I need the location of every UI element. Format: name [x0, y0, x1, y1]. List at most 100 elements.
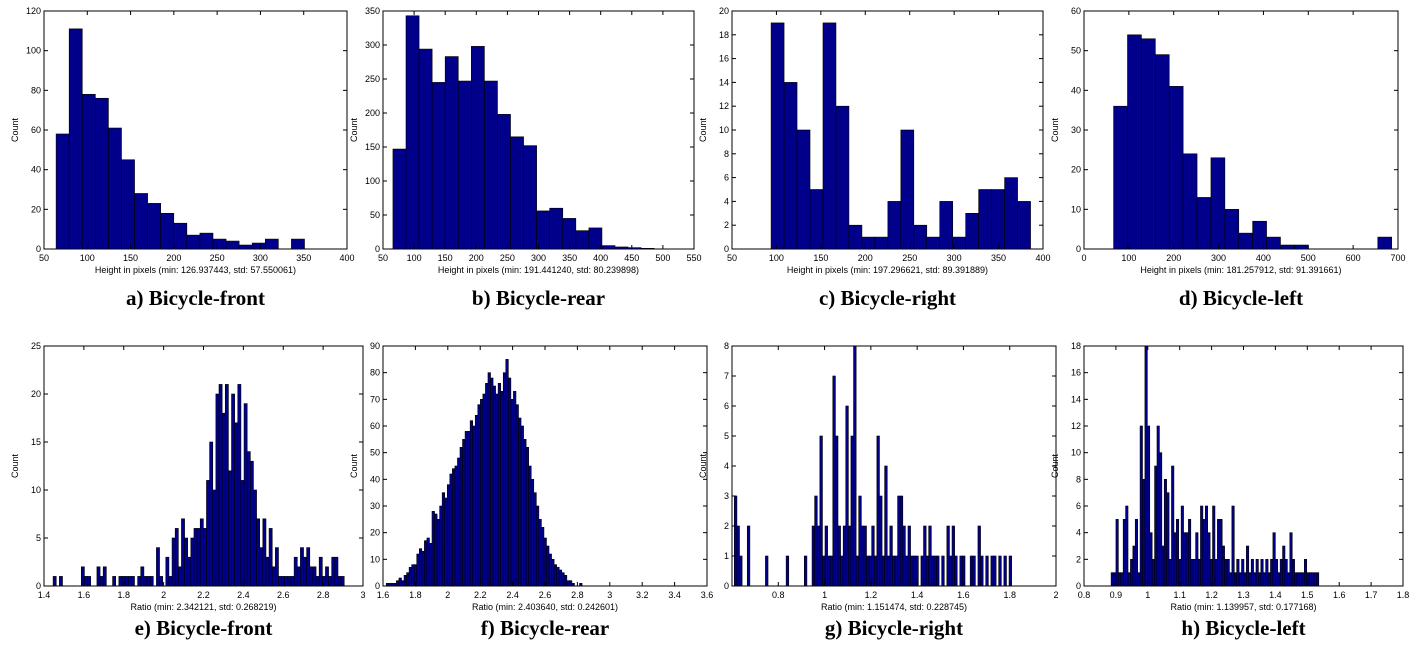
histogram-bar	[340, 576, 345, 587]
histogram-bar	[500, 391, 504, 587]
y-tick-label: 2	[724, 521, 729, 531]
histogram-bar	[969, 555, 974, 587]
histogram-bar	[462, 439, 466, 587]
histogram-bar	[858, 495, 862, 587]
y-tick-label: 0	[1076, 581, 1081, 591]
x-tick-label: 200	[858, 253, 873, 263]
histogram-bar	[887, 201, 902, 250]
histogram-bar	[855, 555, 860, 587]
y-tick-label: 4	[724, 461, 729, 471]
y-tick-label: 6	[724, 173, 729, 183]
histogram-bar	[562, 218, 577, 250]
x-tick-label: 0.8	[1078, 590, 1091, 600]
histogram-bar	[165, 556, 170, 587]
histogram-bar	[1195, 532, 1199, 587]
histogram-bar	[306, 547, 311, 587]
histogram-bar	[998, 555, 1002, 587]
histogram-bar	[181, 518, 185, 587]
y-tick-label: 14	[719, 77, 729, 87]
histogram-bar	[837, 525, 841, 587]
y-tick-label: 0	[1076, 244, 1081, 254]
x-tick-label: 300	[531, 253, 546, 263]
histogram-bar	[563, 575, 568, 587]
histogram-bar	[418, 48, 433, 250]
y-axis-label: Count	[1050, 454, 1060, 479]
histogram-bar	[907, 525, 911, 587]
histogram-bar	[1299, 572, 1303, 587]
histogram-bar	[134, 193, 148, 250]
histogram-bar	[190, 537, 195, 587]
histogram-bar	[1252, 220, 1267, 250]
histogram-bar	[262, 518, 267, 587]
histogram-bar	[1149, 532, 1153, 587]
histogram-bar	[1214, 559, 1218, 587]
histogram-bar	[899, 495, 904, 587]
histogram-bar	[835, 435, 839, 587]
figure-caption: c) Bicycle-right	[819, 286, 956, 310]
y-tick-label: 60	[31, 125, 41, 135]
histogram-bar	[1253, 572, 1257, 587]
chart-d: 0 100 200 300 400 500 600 700 0 10 20 30 40 50 60 Heigh…	[1050, 6, 1406, 310]
x-tick-label: 700	[1390, 253, 1405, 263]
histogram-bar	[250, 460, 254, 587]
histogram-bar	[1120, 572, 1124, 587]
histogram-bar	[206, 480, 210, 587]
histogram-bar	[416, 553, 420, 587]
histogram-bar	[147, 203, 162, 250]
x-tick-label: 50	[727, 253, 737, 263]
histogram-bar	[1110, 572, 1114, 587]
histogram-bar	[871, 525, 875, 587]
histogram-bar	[112, 576, 117, 587]
histogram-bar	[482, 393, 486, 587]
histogram-bar	[783, 82, 798, 250]
histogram-bar	[1173, 532, 1177, 587]
y-tick-label: 20	[1071, 165, 1081, 175]
histogram-bar	[265, 556, 270, 587]
x-tick-label: 1.6	[1333, 590, 1346, 600]
histogram-bar	[284, 576, 289, 587]
plot-area	[1083, 345, 1404, 587]
x-tick-label: 250	[210, 253, 225, 263]
histogram-bar	[1311, 572, 1315, 587]
y-tick-label: 30	[370, 501, 380, 511]
histogram-bar	[1151, 559, 1155, 587]
histogram-bar	[923, 525, 927, 587]
histogram-bar	[827, 555, 831, 587]
histogram-bar	[1313, 572, 1317, 587]
histogram-bar	[1241, 559, 1245, 587]
histogram-bar	[925, 555, 930, 587]
histogram-bar	[459, 447, 463, 587]
x-tick-label: 200	[469, 253, 484, 263]
x-tick-label: 1.4	[1269, 590, 1282, 600]
histogram-bar	[1142, 479, 1146, 587]
histogram-bar	[848, 224, 863, 250]
histogram-bar	[472, 425, 476, 587]
histogram-bar	[1113, 105, 1128, 250]
histogram-bar	[464, 431, 468, 587]
x-tick-label: 2.2	[197, 590, 210, 600]
x-tick-label: 1.2	[1205, 590, 1218, 600]
histogram-bar	[575, 230, 590, 250]
histogram-bar	[889, 525, 893, 587]
y-tick-label: 6	[724, 401, 729, 411]
histogram-bar	[337, 576, 342, 587]
histogram-bar	[405, 15, 420, 250]
histogram-bar	[1294, 572, 1298, 587]
histogram-bar	[1127, 572, 1131, 587]
histogram-bar	[1284, 559, 1288, 587]
histogram-bar	[528, 465, 532, 587]
histogram-bar	[186, 234, 201, 250]
histogram-bar	[1171, 465, 1175, 587]
x-tick-label: 1.7	[1365, 590, 1378, 600]
histogram-bar	[312, 566, 317, 587]
histogram-bar	[1243, 572, 1247, 587]
y-tick-label: 12	[1071, 421, 1081, 431]
histogram-bar	[536, 210, 550, 250]
histogram-bar	[535, 505, 540, 587]
histogram-bar	[300, 547, 304, 587]
histogram-bar	[915, 555, 919, 587]
histogram-bar	[1188, 519, 1192, 587]
figure-caption: g) Bicycle-right	[825, 616, 963, 640]
y-tick-label: 120	[26, 6, 41, 16]
histogram-bar	[1294, 244, 1309, 250]
